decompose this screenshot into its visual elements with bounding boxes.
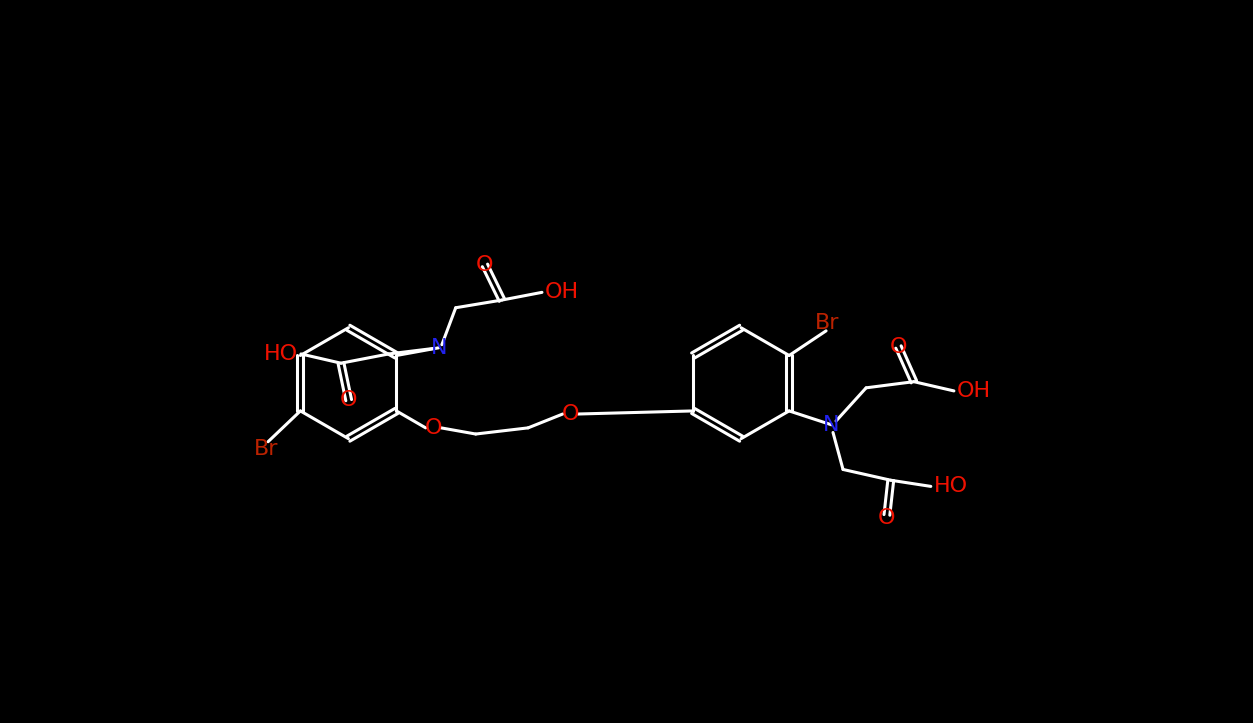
Text: HO: HO: [263, 344, 298, 364]
Text: O: O: [476, 255, 494, 275]
Text: O: O: [878, 508, 896, 528]
Text: OH: OH: [957, 381, 991, 401]
Text: N: N: [431, 338, 447, 358]
Text: Br: Br: [816, 313, 840, 333]
Text: Br: Br: [254, 440, 278, 459]
Text: N: N: [823, 415, 840, 435]
Text: HO: HO: [933, 476, 969, 497]
Text: O: O: [425, 418, 442, 438]
Text: O: O: [561, 404, 579, 424]
Text: O: O: [890, 337, 907, 357]
Text: O: O: [340, 390, 357, 410]
Text: OH: OH: [545, 283, 579, 302]
